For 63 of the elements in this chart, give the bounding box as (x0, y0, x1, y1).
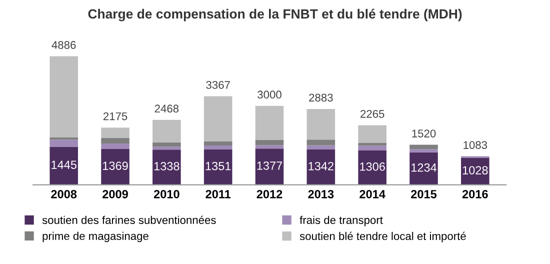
bar (50, 56, 78, 138)
chart-title: Charge de compensation de la FNBT et du blé tendre (MDH) (88, 8, 462, 22)
bar (204, 149, 232, 185)
total-label: 2468 (154, 104, 179, 113)
bar (101, 148, 130, 185)
bar (152, 150, 181, 185)
bar (152, 146, 181, 150)
data-label: 1445 (52, 160, 76, 169)
bar (50, 140, 78, 147)
total-label: 3367 (206, 81, 230, 89)
bar (306, 145, 336, 150)
x-tick-label: 2011 (206, 190, 231, 198)
total-label: 1520 (412, 130, 436, 138)
bar (204, 145, 232, 150)
bar (410, 144, 438, 150)
legend-label: frais de transport (300, 216, 383, 226)
bar (50, 137, 78, 140)
x-tick-label: 2013 (308, 190, 334, 198)
x-tick-label: 2015 (411, 190, 437, 198)
bar (358, 125, 386, 143)
bar (101, 138, 130, 144)
bar (306, 140, 336, 146)
data-label: 1306 (360, 162, 385, 171)
bar (410, 149, 438, 152)
x-tick-label: 2016 (462, 190, 488, 198)
data-label: 1351 (206, 162, 231, 170)
bar (255, 106, 284, 140)
bar (255, 140, 284, 146)
data-label: 1377 (257, 161, 282, 170)
bar (50, 146, 78, 185)
bar (358, 150, 386, 185)
x-tick-label: 2014 (360, 190, 386, 198)
bar (255, 145, 284, 149)
data-label: 1369 (103, 162, 128, 170)
bar (204, 96, 232, 142)
data-label: 1338 (154, 162, 180, 170)
data-label: 1342 (308, 162, 334, 170)
x-tick-label: 2010 (154, 190, 180, 198)
bar (152, 142, 181, 147)
total-label: 1083 (464, 141, 488, 149)
data-label: 1028 (462, 166, 488, 174)
x-tick-label: 2009 (102, 190, 128, 198)
legend-label: soutien des farines subventionnées (42, 216, 216, 224)
bar (152, 120, 181, 142)
total-label: 2175 (103, 112, 128, 120)
x-tick-label: 2012 (256, 190, 282, 198)
bar (306, 149, 336, 185)
total-label: 2265 (360, 110, 384, 118)
bar (358, 142, 386, 146)
bar (101, 128, 130, 138)
data-label: 1234 (412, 163, 437, 172)
total-label: 2883 (309, 94, 333, 102)
total-label: 3000 (258, 90, 282, 99)
bar (358, 146, 386, 150)
bar (204, 141, 232, 146)
x-tick-label: 2008 (51, 190, 77, 198)
bar (255, 148, 284, 185)
legend-label: soutien blé tendre local et importé (300, 232, 466, 242)
bar (410, 152, 438, 185)
legend-label: prime de magasinage (42, 232, 148, 242)
bar (101, 144, 130, 149)
total-label: 4886 (52, 41, 76, 49)
bar (306, 108, 336, 140)
